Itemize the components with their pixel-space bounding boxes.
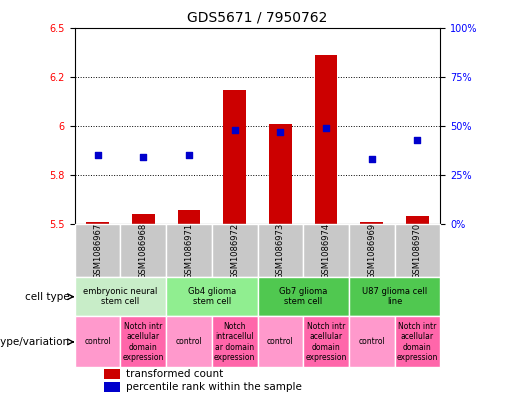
Bar [86, 222, 109, 224]
Point [414, 136, 422, 143]
Bar [303, 224, 349, 277]
Text: Gb7 glioma
stem cell: Gb7 glioma stem cell [279, 287, 328, 307]
Bar [258, 277, 349, 316]
Text: GSM1086970: GSM1086970 [413, 222, 422, 279]
Text: transformed count: transformed count [126, 369, 223, 379]
Bar [406, 216, 429, 224]
Bar [349, 316, 394, 367]
Text: embryonic neural
stem cell: embryonic neural stem cell [83, 287, 158, 307]
Text: GSM1086967: GSM1086967 [93, 222, 102, 279]
Text: GSM1086973: GSM1086973 [276, 222, 285, 279]
Bar [315, 55, 337, 224]
Bar [178, 210, 200, 224]
Text: GSM1086974: GSM1086974 [321, 222, 331, 279]
Bar [104, 369, 121, 379]
Bar [394, 316, 440, 367]
Bar [132, 214, 154, 224]
Bar [394, 224, 440, 277]
Bar [349, 224, 394, 277]
Text: Notch intr
acellular
domain
expression: Notch intr acellular domain expression [397, 322, 438, 362]
Point [276, 129, 284, 135]
Text: Notch intr
acellular
domain
expression: Notch intr acellular domain expression [305, 322, 347, 362]
Bar [349, 277, 440, 316]
Bar [75, 224, 121, 277]
Point [322, 125, 330, 131]
Bar [75, 316, 121, 367]
Point [231, 127, 239, 133]
Bar [166, 224, 212, 277]
Text: control: control [358, 338, 385, 346]
Text: U87 glioma cell
line: U87 glioma cell line [362, 287, 427, 307]
Text: genotype/variation: genotype/variation [0, 337, 69, 347]
Text: percentile rank within the sample: percentile rank within the sample [126, 382, 302, 392]
Text: control: control [176, 338, 202, 346]
Bar [212, 224, 258, 277]
Bar [75, 277, 166, 316]
Text: GSM1086972: GSM1086972 [230, 222, 239, 279]
Text: Gb4 glioma
stem cell: Gb4 glioma stem cell [187, 287, 236, 307]
Text: control: control [267, 338, 294, 346]
Bar [121, 316, 166, 367]
Text: GSM1086969: GSM1086969 [367, 222, 376, 279]
Bar [223, 90, 246, 224]
Point [185, 152, 193, 158]
Bar [258, 316, 303, 367]
Text: Notch intr
acellular
domain
expression: Notch intr acellular domain expression [123, 322, 164, 362]
Title: GDS5671 / 7950762: GDS5671 / 7950762 [187, 11, 328, 25]
Bar [212, 316, 258, 367]
Point [368, 156, 376, 162]
Text: GSM1086971: GSM1086971 [184, 222, 194, 279]
Bar [269, 124, 292, 224]
Bar [121, 224, 166, 277]
Bar [303, 316, 349, 367]
Bar [104, 382, 121, 392]
Text: GSM1086968: GSM1086968 [139, 222, 148, 279]
Bar [258, 224, 303, 277]
Point [139, 154, 147, 160]
Text: Notch
intracellul
ar domain
expression: Notch intracellul ar domain expression [214, 322, 255, 362]
Bar [166, 316, 212, 367]
Bar [360, 222, 383, 224]
Text: cell type: cell type [25, 292, 69, 302]
Text: control: control [84, 338, 111, 346]
Bar [166, 277, 258, 316]
Point [93, 152, 101, 158]
